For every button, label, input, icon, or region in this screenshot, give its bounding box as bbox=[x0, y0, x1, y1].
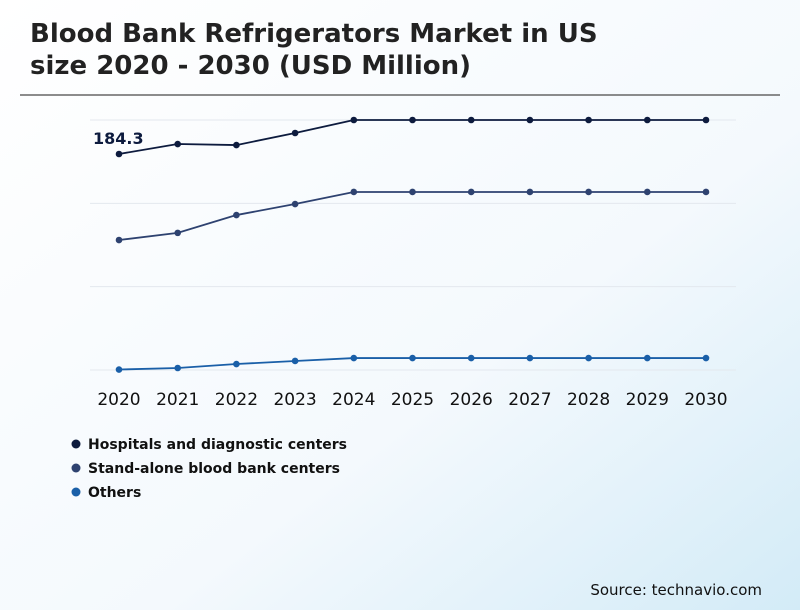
point bbox=[585, 354, 592, 362]
legend-marker bbox=[71, 487, 81, 497]
x-tick-label: 2021 bbox=[156, 390, 199, 410]
x-tick-label: 2023 bbox=[273, 390, 316, 410]
x-tick-label: 2030 bbox=[684, 390, 727, 410]
point bbox=[115, 150, 123, 158]
legend-label: Others bbox=[88, 485, 141, 501]
x-tick-label: 2025 bbox=[391, 390, 434, 410]
point bbox=[174, 229, 181, 237]
point bbox=[526, 188, 534, 196]
point bbox=[350, 188, 358, 196]
x-tick-label: 2024 bbox=[332, 390, 375, 410]
point bbox=[409, 116, 416, 124]
point bbox=[644, 354, 651, 362]
point bbox=[174, 364, 181, 372]
point bbox=[233, 141, 240, 149]
source: Source: technavio.com bbox=[590, 581, 762, 599]
point bbox=[233, 211, 240, 219]
chart-title: size 2020 - 2030 (USD Million) bbox=[30, 51, 471, 81]
point bbox=[467, 116, 475, 124]
legend-label: Hospitals and diagnostic centers bbox=[88, 437, 347, 453]
data-label: 184.3 bbox=[93, 129, 144, 148]
point bbox=[350, 116, 358, 124]
x-tick-label: 2022 bbox=[215, 390, 258, 410]
point bbox=[644, 188, 651, 196]
point bbox=[174, 140, 181, 148]
point bbox=[702, 188, 710, 196]
chart-title: Blood Bank Refrigerators Market in US bbox=[30, 19, 598, 49]
x-tick-label: 2026 bbox=[450, 390, 493, 410]
point bbox=[702, 354, 710, 362]
legend-marker bbox=[71, 463, 81, 473]
point bbox=[291, 200, 299, 208]
point bbox=[467, 354, 475, 362]
point bbox=[585, 116, 592, 124]
point bbox=[526, 116, 534, 124]
x-tick-label: 2029 bbox=[626, 390, 669, 410]
point bbox=[409, 354, 416, 362]
point bbox=[291, 129, 299, 137]
point bbox=[291, 357, 299, 365]
x-tick-label: 2027 bbox=[508, 390, 551, 410]
point bbox=[233, 360, 240, 368]
x-tick-label: 2020 bbox=[97, 390, 140, 410]
point bbox=[467, 188, 475, 196]
point bbox=[526, 354, 534, 362]
point bbox=[644, 116, 651, 124]
point bbox=[115, 236, 123, 244]
point bbox=[702, 116, 710, 124]
point bbox=[115, 366, 123, 373]
point bbox=[585, 188, 592, 196]
point bbox=[409, 188, 416, 196]
x-tick-label: 2028 bbox=[567, 390, 610, 410]
legend-label: Stand-alone blood bank centers bbox=[88, 461, 340, 477]
point bbox=[350, 354, 358, 362]
legend-marker bbox=[71, 439, 81, 449]
